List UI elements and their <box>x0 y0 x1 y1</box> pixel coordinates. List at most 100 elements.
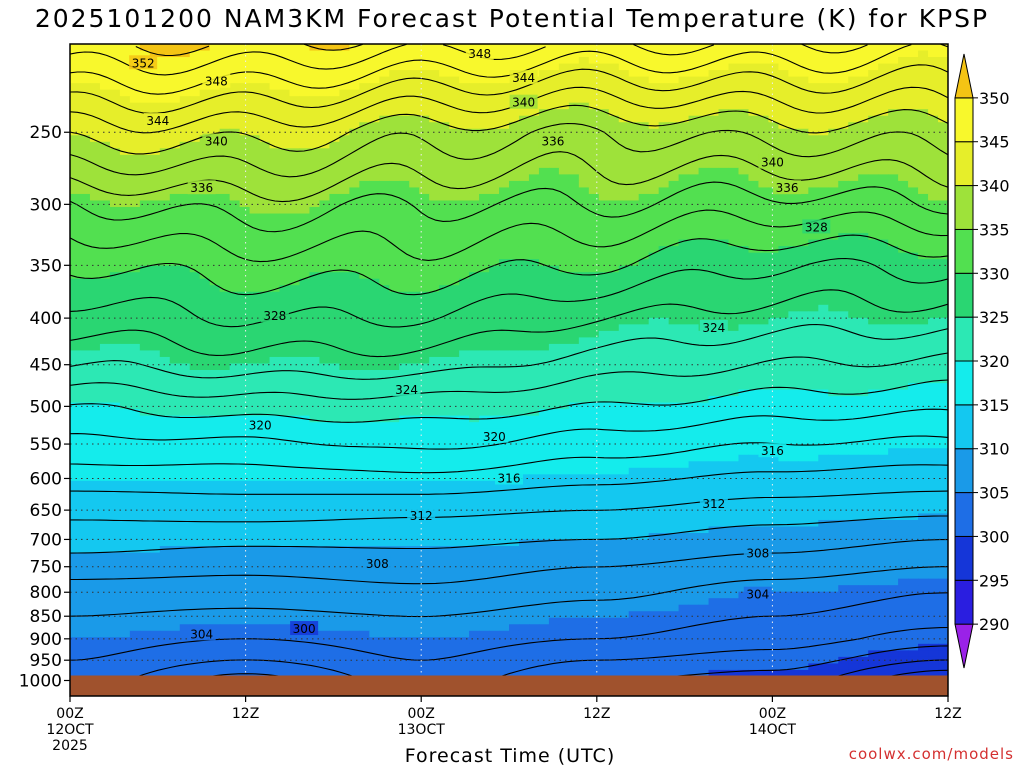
heatmap-cell <box>189 252 201 260</box>
heatmap-cell <box>399 167 410 175</box>
heatmap-cell <box>459 311 470 319</box>
heatmap-cell <box>209 200 221 208</box>
heatmap-cell <box>489 291 500 299</box>
heatmap-cell <box>499 246 510 254</box>
heatmap-cell <box>638 402 650 410</box>
heatmap-cell <box>848 324 859 332</box>
heatmap-cell <box>938 115 948 123</box>
heatmap-cell <box>878 363 889 371</box>
heatmap-cell <box>618 311 630 319</box>
heatmap-cell <box>848 311 859 319</box>
heatmap-cell <box>169 343 181 352</box>
heatmap-cell <box>868 76 879 84</box>
heatmap-cell <box>239 180 251 189</box>
heatmap-cell <box>279 272 291 280</box>
heatmap-cell <box>469 376 480 384</box>
heatmap-cell <box>518 161 530 169</box>
heatmap-cell <box>289 141 301 149</box>
heatmap-cell <box>439 167 450 175</box>
heatmap-cell <box>748 213 760 221</box>
heatmap-cell <box>808 298 819 306</box>
heatmap-cell <box>838 161 849 169</box>
heatmap-cell <box>419 272 430 280</box>
heatmap-cell <box>99 83 111 91</box>
heatmap-cell <box>229 220 241 228</box>
heatmap-cell <box>578 350 590 358</box>
heatmap-cell <box>419 220 430 228</box>
heatmap-cell <box>668 363 680 371</box>
heatmap-cell <box>698 389 710 397</box>
heatmap-cell <box>658 298 670 306</box>
heatmap-cell <box>608 246 620 254</box>
heatmap-cell <box>279 141 291 149</box>
heatmap-cell <box>878 174 889 182</box>
heatmap-cell <box>89 161 101 169</box>
heatmap-cell <box>668 265 680 273</box>
heatmap-cell <box>828 154 839 162</box>
heatmap-cell <box>369 213 380 221</box>
heatmap-cell <box>319 154 331 162</box>
heatmap-cell <box>938 109 948 117</box>
heatmap-cell <box>259 141 271 149</box>
heatmap-cell <box>179 154 191 162</box>
heatmap-cell <box>129 115 141 123</box>
heatmap-cell <box>888 135 899 143</box>
heatmap-cell <box>608 83 620 91</box>
heatmap-cell <box>249 187 261 195</box>
heatmap-cell <box>169 272 181 280</box>
heatmap-cell <box>139 135 151 143</box>
heatmap-cell <box>628 193 640 202</box>
heatmap-cell <box>638 207 650 215</box>
heatmap-cell <box>638 213 650 221</box>
heatmap-cell <box>359 83 370 91</box>
heatmap-cell <box>718 396 730 404</box>
heatmap-cell <box>319 167 331 175</box>
heatmap-cell <box>249 272 261 280</box>
heatmap-cell <box>588 383 600 391</box>
heatmap-cell <box>828 285 839 293</box>
heatmap-cell <box>409 115 420 123</box>
heatmap-cell <box>898 389 909 397</box>
heatmap-cell <box>99 200 111 208</box>
heatmap-cell <box>249 298 261 306</box>
heatmap-cell <box>169 252 181 260</box>
heatmap-cell <box>558 239 570 247</box>
heatmap-cell <box>129 148 141 156</box>
heatmap-cell <box>788 70 799 78</box>
heatmap-cell <box>688 180 700 189</box>
heatmap-cell <box>618 135 630 143</box>
heatmap-cell <box>299 128 311 136</box>
heatmap-cell <box>119 207 131 215</box>
heatmap-cell <box>638 396 650 404</box>
heatmap-cell <box>588 213 600 221</box>
heatmap-cell <box>79 226 91 234</box>
heatmap-cell <box>229 161 241 169</box>
heatmap-cell <box>638 167 650 175</box>
heatmap-cell <box>149 396 161 404</box>
heatmap-cell <box>638 285 650 293</box>
heatmap-cell <box>928 246 939 254</box>
heatmap-cell <box>329 383 340 391</box>
heatmap-cell <box>279 239 291 247</box>
heatmap-cell <box>758 57 770 65</box>
heatmap-cell <box>828 141 839 149</box>
heatmap-cell <box>119 180 131 189</box>
heatmap-cell <box>359 63 370 71</box>
heatmap-cell <box>469 330 480 338</box>
heatmap-cell <box>618 409 630 417</box>
heatmap-cell <box>239 396 251 404</box>
heatmap-cell <box>938 324 948 332</box>
heatmap-cell <box>479 220 490 228</box>
heatmap-cell <box>409 370 420 378</box>
heatmap-cell <box>878 122 889 130</box>
heatmap-cell <box>209 161 221 169</box>
heatmap-cell <box>738 187 750 195</box>
heatmap-cell <box>169 239 181 247</box>
heatmap-cell <box>309 220 321 228</box>
heatmap-cell <box>409 207 420 215</box>
heatmap-cell <box>209 193 221 202</box>
heatmap-cell <box>339 135 350 143</box>
heatmap-cell <box>509 396 520 404</box>
heatmap-cell <box>309 213 321 221</box>
heatmap-cell <box>678 44 690 52</box>
